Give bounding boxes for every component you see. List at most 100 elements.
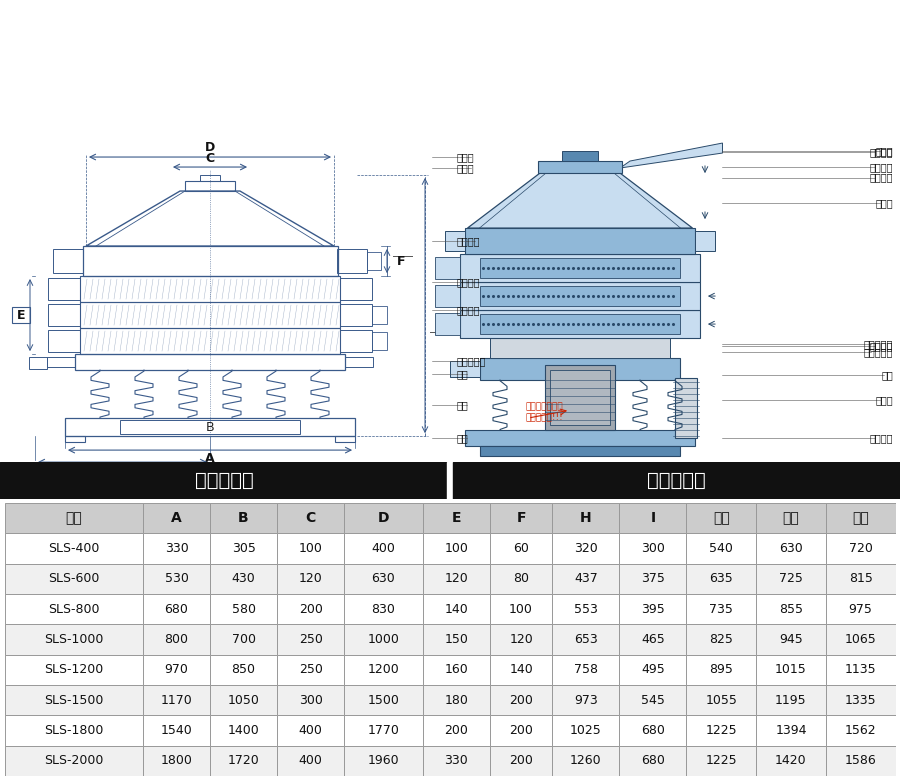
Text: SLS-2000: SLS-2000 [44, 754, 104, 768]
Text: 上部重锤: 上部重锤 [869, 341, 893, 351]
Bar [210, 594, 277, 625]
Text: 小尺寸排料: 小尺寸排料 [457, 356, 486, 366]
Text: 395: 395 [641, 603, 665, 615]
Text: 1200: 1200 [367, 664, 400, 676]
Bar [756, 625, 826, 654]
Text: 200: 200 [445, 724, 468, 737]
Text: 运输用固定螺栓
试机时去掉!!!: 运输用固定螺栓 试机时去掉!!! [525, 402, 562, 422]
Bar [48, 330, 80, 352]
Text: B: B [238, 511, 249, 525]
Text: A: A [171, 511, 182, 525]
Text: 720: 720 [849, 542, 873, 555]
Bar [344, 654, 423, 685]
Bar [210, 503, 277, 534]
Bar [687, 594, 756, 625]
Text: 1225: 1225 [706, 754, 737, 768]
Bar [553, 625, 619, 654]
Bar [826, 654, 896, 685]
Text: 100: 100 [299, 542, 322, 555]
Bar [4, 715, 143, 746]
Text: 型号: 型号 [66, 511, 82, 525]
Text: 300: 300 [641, 542, 665, 555]
Bar [423, 503, 490, 534]
Bar [4, 625, 143, 654]
Text: SLS-600: SLS-600 [48, 573, 99, 586]
Text: 外形尺寸图: 外形尺寸图 [194, 471, 254, 490]
Bar [80, 328, 340, 354]
Text: 1720: 1720 [228, 754, 259, 768]
Bar [550, 370, 610, 425]
Text: 160: 160 [445, 664, 468, 676]
Text: 电动机: 电动机 [876, 395, 893, 405]
Bar [277, 534, 344, 564]
Text: 辅助筛网: 辅助筛网 [869, 147, 893, 158]
Text: 180: 180 [445, 693, 468, 707]
Text: SLS-1500: SLS-1500 [44, 693, 104, 707]
Text: 橡胶球: 橡胶球 [876, 198, 893, 207]
Text: C: C [205, 151, 214, 165]
Bar [48, 278, 80, 300]
Bar [210, 685, 277, 715]
Text: 830: 830 [372, 603, 395, 615]
Bar [185, 181, 235, 191]
Text: 1225: 1225 [706, 724, 737, 737]
Bar [423, 685, 490, 715]
Bar [826, 594, 896, 625]
Text: 底部框架: 底部框架 [457, 305, 481, 315]
Text: H: H [580, 511, 591, 525]
Bar [756, 746, 826, 776]
Text: 200: 200 [509, 693, 533, 707]
Text: 一般结构图: 一般结构图 [646, 471, 706, 490]
Bar [120, 420, 300, 434]
Text: 975: 975 [849, 603, 873, 615]
Text: 970: 970 [165, 664, 188, 676]
Bar [143, 503, 210, 534]
Bar [143, 715, 210, 746]
Bar [210, 654, 277, 685]
Text: 375: 375 [641, 573, 665, 586]
Text: 400: 400 [372, 542, 395, 555]
Text: 100: 100 [445, 542, 468, 555]
Text: SLS-1200: SLS-1200 [44, 664, 104, 676]
Bar [826, 685, 896, 715]
Bar [465, 228, 695, 254]
Text: 300: 300 [299, 693, 322, 707]
Bar [490, 625, 553, 654]
Text: 100: 100 [509, 603, 533, 615]
Text: 680: 680 [641, 754, 665, 768]
Text: 120: 120 [445, 573, 468, 586]
Text: 辅助筛网: 辅助筛网 [869, 162, 893, 172]
Bar [826, 564, 896, 594]
Text: 二层: 二层 [783, 511, 799, 525]
Text: 1960: 1960 [367, 754, 400, 768]
Bar [756, 564, 826, 594]
Text: C: C [305, 511, 316, 525]
Text: E: E [17, 309, 25, 321]
Text: 200: 200 [299, 603, 322, 615]
Bar [423, 746, 490, 776]
Bar [826, 746, 896, 776]
Bar [372, 306, 387, 324]
Text: 1055: 1055 [706, 693, 737, 707]
Bar [344, 746, 423, 776]
Bar [423, 534, 490, 564]
Text: 553: 553 [574, 603, 598, 615]
Bar [340, 330, 372, 352]
Bar [335, 436, 355, 442]
Bar [4, 594, 143, 625]
Bar [545, 365, 615, 430]
Bar [553, 503, 619, 534]
Polygon shape [620, 143, 723, 168]
Bar [143, 594, 210, 625]
Bar [695, 231, 715, 251]
Bar [143, 534, 210, 564]
Bar [200, 175, 220, 181]
Bar [47, 357, 75, 367]
Text: 635: 635 [709, 573, 734, 586]
Text: 330: 330 [445, 754, 468, 768]
Text: 1195: 1195 [775, 693, 806, 707]
Bar [619, 715, 687, 746]
Text: SLS-800: SLS-800 [48, 603, 100, 615]
Bar [553, 654, 619, 685]
Text: F: F [397, 254, 405, 268]
